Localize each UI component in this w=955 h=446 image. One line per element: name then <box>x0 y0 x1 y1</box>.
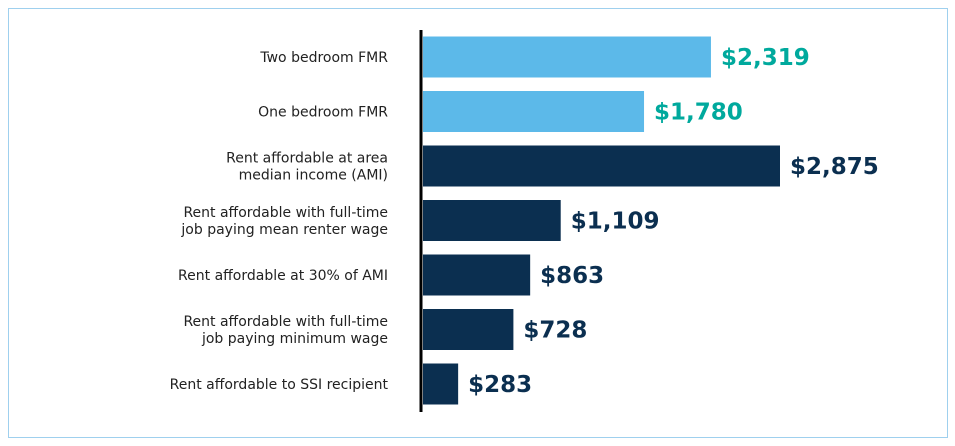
bar <box>423 254 531 296</box>
value-label: $728 <box>523 318 587 344</box>
category-line: job paying mean renter wage <box>180 222 388 238</box>
value-label: $2,875 <box>790 154 879 180</box>
category-line: Rent affordable at area <box>226 151 388 167</box>
category-line: Rent affordable with full-time <box>183 205 388 221</box>
bar <box>423 91 645 132</box>
bar <box>423 200 561 241</box>
category-line: median income (AMI) <box>239 168 388 184</box>
category-line: One bedroom FMR <box>258 105 388 121</box>
category-label: Rent affordable with full-time job paying… <box>183 314 388 347</box>
category-label: Two bedroom FMR <box>259 50 388 66</box>
category-line: job paying minimum wage <box>201 331 388 347</box>
category-label: Rent affordable to SSI recipient <box>170 377 389 393</box>
bar <box>423 145 780 187</box>
value-label: $1,780 <box>654 100 743 126</box>
category-label: Rent affordable with full-time job paying… <box>180 205 388 238</box>
category-label: Rent affordable at area median income (AM… <box>226 151 388 184</box>
category-label: One bedroom FMR <box>258 105 388 121</box>
category-line: Two bedroom FMR <box>259 50 388 66</box>
value-label: $1,109 <box>571 209 660 235</box>
value-label: $283 <box>468 372 532 398</box>
category-line: Rent affordable with full-time <box>183 314 388 330</box>
bar <box>423 309 514 350</box>
bar <box>423 36 711 78</box>
category-line: Rent affordable to SSI recipient <box>170 377 389 393</box>
category-line: Rent affordable at 30% of AMI <box>178 268 388 284</box>
bar <box>423 363 459 405</box>
category-label: Rent affordable at 30% of AMI <box>178 268 388 284</box>
value-label: $863 <box>540 263 604 289</box>
value-label: $2,319 <box>721 45 810 71</box>
